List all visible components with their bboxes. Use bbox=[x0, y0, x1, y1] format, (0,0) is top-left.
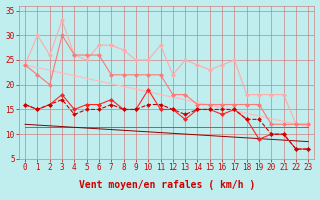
X-axis label: Vent moyen/en rafales ( km/h ): Vent moyen/en rafales ( km/h ) bbox=[79, 180, 255, 190]
